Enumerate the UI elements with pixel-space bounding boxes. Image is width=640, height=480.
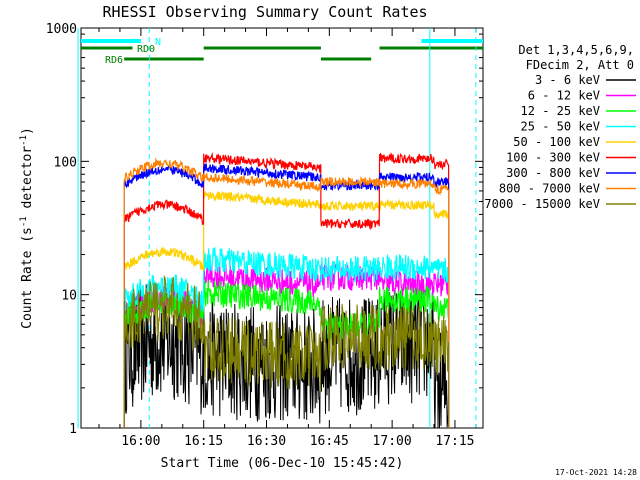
- legend-label-0: 3 - 6 keV: [535, 73, 600, 87]
- y-axis: 1 10 100 1000: [46, 22, 483, 437]
- x-tick-label-3: 16:45: [310, 434, 349, 449]
- flag-label-n: N: [155, 37, 161, 48]
- footer-timestamp: 17-Oct-2021 14:28: [555, 468, 637, 477]
- flag-label-rd0: RD0: [137, 44, 155, 55]
- y-tick-label-2: 100: [54, 155, 77, 170]
- series-line-6: [123, 163, 450, 428]
- legend-label-1: 6 - 12 keV: [528, 89, 600, 103]
- legend: Det 1,3,4,5,6,9, FDecim 2, Att 0 3 - 6 k…: [484, 43, 636, 211]
- legend-label-7: 800 - 7000 keV: [499, 182, 600, 196]
- legend-label-4: 50 - 100 keV: [513, 135, 600, 149]
- x-axis: 16:00 16:15 16:30 16:45 17:00 17:15: [121, 28, 475, 449]
- series-line-3: [123, 247, 450, 428]
- x-tick-label-0: 16:00: [121, 434, 160, 449]
- x-tick-label-5: 17:15: [435, 434, 474, 449]
- legend-header-line-1: Det 1,3,4,5,6,9,: [518, 43, 634, 57]
- flag-label-rd6: RD6: [105, 55, 123, 66]
- x-tick-label-4: 17:00: [373, 434, 412, 449]
- x-tick-label-1: 16:15: [184, 434, 223, 449]
- y-tick-label-0: 1: [69, 422, 77, 437]
- chart-title: RHESSI Observing Summary Count Rates: [102, 3, 427, 21]
- x-tick-label-2: 16:30: [247, 434, 286, 449]
- series-lines: [123, 151, 450, 429]
- series-line-4: [123, 190, 450, 428]
- y-tick-label-3: 1000: [46, 22, 77, 37]
- y-axis-label: Count Rate (s-1 detector-1): [19, 127, 35, 329]
- series-line-7: [123, 157, 450, 428]
- y-tick-label-1: 10: [61, 289, 77, 304]
- plot-frame: [80, 27, 484, 429]
- legend-label-3: 25 - 50 keV: [521, 120, 600, 134]
- legend-label-2: 12 - 25 keV: [521, 104, 600, 118]
- x-axis-label: Start Time (06-Dec-10 15:45:42): [161, 456, 404, 471]
- night-markers: [77, 28, 477, 428]
- series-line-8: [123, 275, 450, 428]
- legend-label-6: 300 - 800 keV: [506, 166, 600, 180]
- series-line-5: [123, 151, 450, 428]
- legend-header-line-2: FDecim 2, Att 0: [526, 58, 634, 72]
- legend-label-5: 100 - 300 keV: [506, 151, 600, 165]
- legend-label-8: 7000 - 15000 keV: [484, 197, 600, 211]
